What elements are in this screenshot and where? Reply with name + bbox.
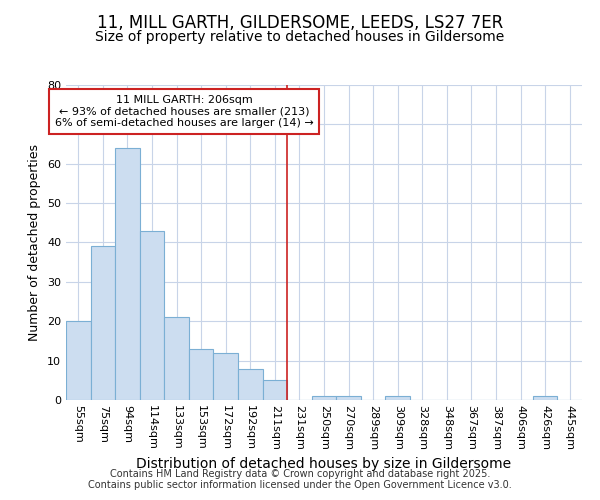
Bar [66, 322, 91, 400]
Bar [238, 368, 263, 400]
Text: 11, MILL GARTH, GILDERSOME, LEEDS, LS27 7ER: 11, MILL GARTH, GILDERSOME, LEEDS, LS27 … [97, 14, 503, 32]
Y-axis label: Number of detached properties: Number of detached properties [28, 144, 41, 341]
Bar [385, 396, 410, 400]
Bar [336, 396, 361, 400]
Bar [312, 396, 336, 400]
X-axis label: Distribution of detached houses by size in Gildersome: Distribution of detached houses by size … [136, 457, 512, 471]
Bar [533, 396, 557, 400]
Bar [214, 353, 238, 400]
Bar [263, 380, 287, 400]
Bar [140, 230, 164, 400]
Bar [91, 246, 115, 400]
Text: Contains HM Land Registry data © Crown copyright and database right 2025.: Contains HM Land Registry data © Crown c… [110, 469, 490, 479]
Bar [115, 148, 140, 400]
Text: Size of property relative to detached houses in Gildersome: Size of property relative to detached ho… [95, 30, 505, 44]
Text: Contains public sector information licensed under the Open Government Licence v3: Contains public sector information licen… [88, 480, 512, 490]
Bar [189, 349, 214, 400]
Text: 11 MILL GARTH: 206sqm
← 93% of detached houses are smaller (213)
6% of semi-deta: 11 MILL GARTH: 206sqm ← 93% of detached … [55, 95, 313, 128]
Bar [164, 318, 189, 400]
